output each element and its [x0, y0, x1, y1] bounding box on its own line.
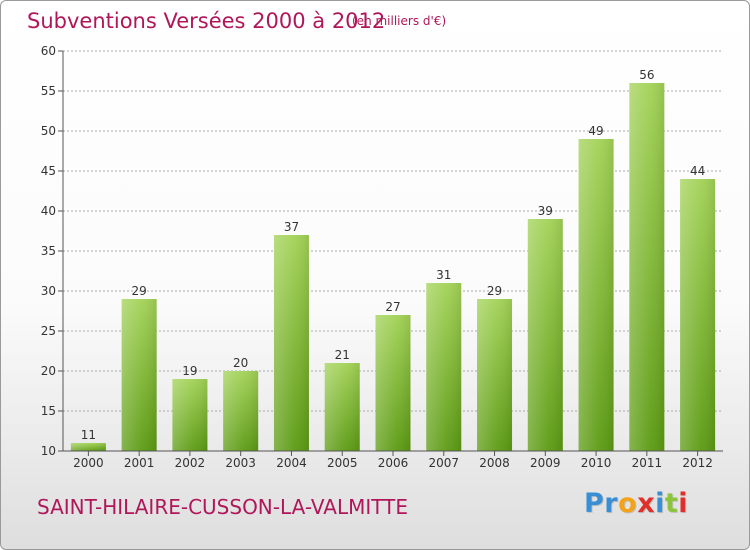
bar-value-label: 21	[335, 348, 350, 362]
x-tick-label: 2002	[175, 456, 206, 470]
y-tick-label: 15	[41, 404, 56, 418]
proxiti-logo[interactable]: Proxiti	[584, 488, 688, 519]
bar-highlight	[426, 283, 462, 451]
logo-letter: t	[664, 488, 679, 519]
x-tick-label: 2009	[530, 456, 561, 470]
bar-value-label: 56	[639, 68, 654, 82]
x-tick-label: 2006	[378, 456, 409, 470]
bar-highlight	[375, 315, 411, 451]
x-tick-label: 2007	[428, 456, 459, 470]
bar-value-label: 27	[385, 300, 400, 314]
y-tick-label: 10	[41, 444, 56, 458]
bar-value-label: 29	[132, 284, 147, 298]
bar-value-label: 49	[588, 124, 603, 138]
chart-unit-label: (en milliers d'€)	[352, 14, 447, 28]
y-tick-label: 30	[41, 284, 56, 298]
bar-highlight	[629, 83, 665, 451]
logo-letter: o	[618, 488, 638, 519]
bar-highlight	[273, 235, 309, 451]
bar-value-label: 19	[182, 364, 197, 378]
logo-letter: i	[655, 488, 665, 519]
x-tick-label: 2011	[632, 456, 663, 470]
bar-highlight	[680, 179, 716, 451]
x-tick-label: 2010	[581, 456, 612, 470]
x-tick-label: 2005	[327, 456, 358, 470]
x-tick-label: 2008	[479, 456, 510, 470]
bar-value-label: 39	[538, 204, 553, 218]
x-tick-label: 2012	[682, 456, 713, 470]
logo-letter: r	[604, 488, 619, 519]
bar-highlight	[223, 371, 259, 451]
logo-letter: x	[637, 488, 656, 519]
bar-highlight	[121, 299, 157, 451]
y-tick-label: 55	[41, 84, 56, 98]
bar-highlight	[70, 443, 106, 451]
x-tick-label: 2000	[73, 456, 104, 470]
y-tick-label: 60	[41, 44, 56, 58]
commune-name: SAINT-HILAIRE-CUSSON-LA-VALMITTE	[37, 495, 408, 519]
bar-value-label: 29	[487, 284, 502, 298]
x-tick-label: 2001	[124, 456, 155, 470]
x-tick-label: 2003	[225, 456, 256, 470]
y-tick-label: 25	[41, 324, 56, 338]
logo-letter: P	[584, 488, 605, 519]
x-tick-label: 2004	[276, 456, 307, 470]
bar-value-label: 20	[233, 356, 248, 370]
bar-value-label: 44	[690, 164, 705, 178]
bar-highlight	[172, 379, 208, 451]
y-tick-label: 35	[41, 244, 56, 258]
y-tick-label: 50	[41, 124, 56, 138]
bar-highlight	[527, 219, 563, 451]
bar-value-label: 11	[81, 428, 96, 442]
bar-highlight	[578, 139, 614, 451]
bar-value-label: 31	[436, 268, 451, 282]
logo-letter: i	[678, 488, 689, 519]
y-tick-label: 20	[41, 364, 56, 378]
bar-highlight	[477, 299, 513, 451]
bar-highlight	[324, 363, 360, 451]
y-tick-label: 45	[41, 164, 56, 178]
y-tick-label: 40	[41, 204, 56, 218]
bar-value-label: 37	[284, 220, 299, 234]
chart-title: Subventions Versées 2000 à 2012	[27, 9, 386, 33]
